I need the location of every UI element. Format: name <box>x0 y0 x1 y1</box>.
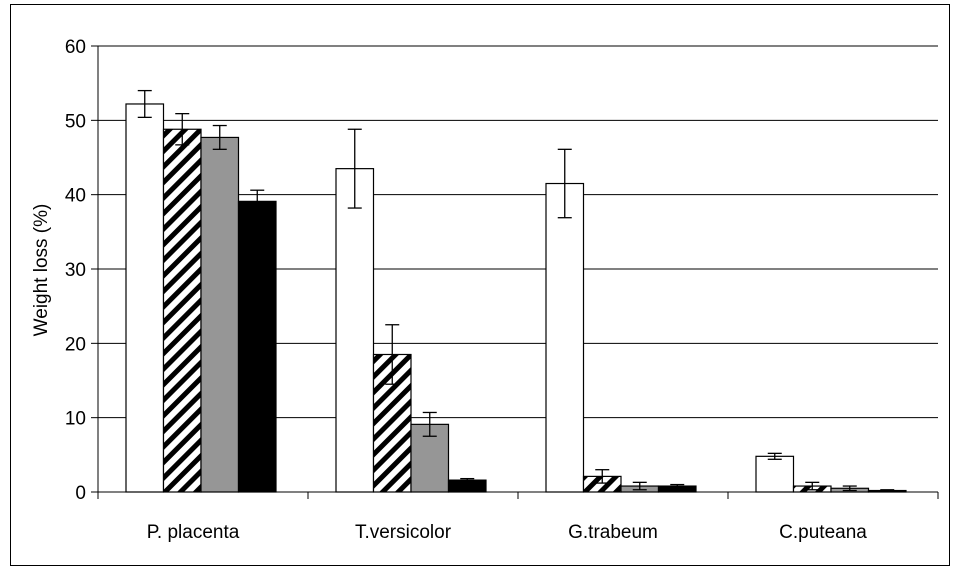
bar-hatched <box>162 128 202 493</box>
bar-gray <box>200 136 240 493</box>
y-tick-label: 30 <box>65 260 86 281</box>
x-category-label: P. placenta <box>147 522 240 543</box>
y-tick-label: 0 <box>75 483 86 504</box>
x-category-label: G.trabeum <box>568 522 658 543</box>
bar-white <box>545 182 585 493</box>
bar-white <box>335 168 375 493</box>
axes: 0 10 20 30 40 50 60 P. placenta T.versicolor G.tr… <box>65 37 939 543</box>
y-axis-title: Weight loss (%) <box>31 204 52 337</box>
y-tick-label: 40 <box>65 186 86 207</box>
x-category-label: T.versicolor <box>355 522 452 543</box>
error-bars <box>137 89 895 492</box>
x-category-label: C.puteana <box>779 522 867 543</box>
y-tick-label: 10 <box>65 409 86 430</box>
y-tick-label: 60 <box>65 37 86 58</box>
bar-white <box>755 455 795 493</box>
y-tick-label: 50 <box>65 111 86 132</box>
bar-black <box>237 200 277 493</box>
bar-white <box>125 103 165 493</box>
y-tick-label: 20 <box>65 334 86 355</box>
bars <box>125 103 907 493</box>
